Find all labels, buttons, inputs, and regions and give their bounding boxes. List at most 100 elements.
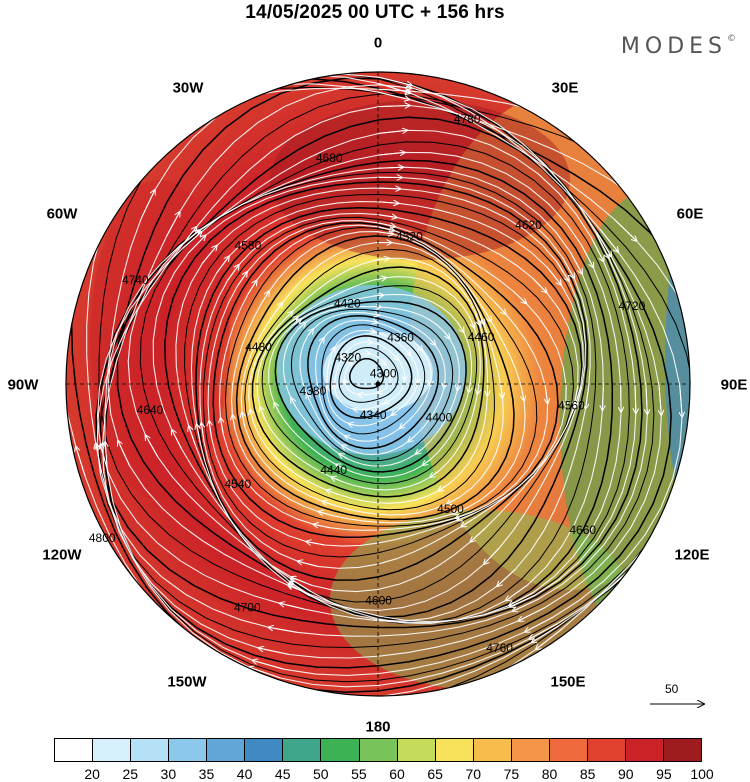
streamline-arrow <box>375 258 389 260</box>
height-contour <box>321 324 426 435</box>
colorbar-tick-label: 90 <box>617 766 634 782</box>
contour-label: 4720 <box>619 299 646 313</box>
streamline-arrow <box>253 660 284 670</box>
contour-label: 4300 <box>370 367 397 381</box>
colorbar <box>54 738 702 762</box>
streamline-arrow <box>280 603 305 610</box>
colorbar-cell <box>435 739 474 761</box>
streamline-arrow <box>536 628 563 649</box>
streamline-arrow <box>339 454 348 458</box>
lon-label-90e: 90E <box>720 376 748 394</box>
streamline-arrow <box>374 278 385 280</box>
contour-label: 4760 <box>486 641 513 655</box>
streamline-arrow <box>260 291 269 305</box>
streamline-arrow <box>283 312 292 321</box>
streamline-arrow <box>189 426 196 446</box>
streamline-arrow <box>519 607 546 621</box>
height-contour <box>307 314 440 450</box>
height-contour <box>290 308 454 462</box>
streamline-arrow <box>478 383 480 394</box>
colorbar-cell <box>587 739 626 761</box>
streamline-arrow <box>291 398 295 407</box>
streamline-arrow <box>269 627 297 633</box>
streamline-arrow <box>478 311 484 324</box>
streamline-arrow <box>274 403 280 413</box>
streamline-arrow <box>378 202 398 204</box>
streamline-arrow <box>384 363 385 365</box>
streamline-arrow <box>354 409 358 410</box>
contour-label: 4500 <box>437 502 464 516</box>
streamline-arrow <box>220 418 223 435</box>
streamline-arrow <box>180 227 197 248</box>
colorbar-tick-label: 30 <box>160 766 177 782</box>
streamline-arrow <box>556 261 569 281</box>
colorbar-cell <box>283 739 322 761</box>
streamline-arrow <box>461 516 477 526</box>
streamline-arrow <box>408 437 415 442</box>
streamline-arrow <box>513 598 539 611</box>
colorbar-cell <box>55 739 94 761</box>
contour-label: 4800 <box>89 531 116 545</box>
colorbar-tick-label: 20 <box>84 766 100 782</box>
contour-label: 4400 <box>426 410 453 424</box>
streamline-arrow <box>659 386 661 415</box>
streamline-arrow <box>497 568 516 586</box>
colorbar-tick-label: 75 <box>503 766 520 782</box>
contour-label: 4660 <box>569 523 596 537</box>
height-contour <box>261 285 478 485</box>
colorbar-tick-label: 40 <box>236 766 253 782</box>
lon-label-120w: 120W <box>42 546 82 564</box>
streamline-arrow <box>227 265 239 281</box>
streamline-arrow <box>379 130 407 134</box>
streamline-arrow <box>483 309 491 322</box>
colorbar-tick-label: 80 <box>541 766 558 782</box>
contour-label: 4600 <box>365 593 392 607</box>
streamline-arrow <box>216 256 229 274</box>
streamline-arrow <box>530 623 558 639</box>
colorbar-tick-label: 95 <box>656 766 672 782</box>
height-contour <box>349 357 385 390</box>
colorbar-ticks: 20 25 30 35 40 45 50 55 60 65 70 75 80 85 90 95 100 <box>54 766 713 782</box>
streamline-arrow <box>96 443 103 473</box>
geopotential-contours <box>66 73 690 696</box>
contour-label: 4380 <box>300 384 327 398</box>
contour-label: 4520 <box>396 229 423 243</box>
streamline-arrow <box>188 236 205 254</box>
streamline-arrow <box>439 482 450 490</box>
height-contour <box>235 235 515 521</box>
streamline-arrow <box>547 267 561 285</box>
lon-label-60e: 60E <box>676 205 704 223</box>
streamline-arrow <box>342 445 349 449</box>
streamline-arrow <box>417 378 418 383</box>
streamline-arrow <box>457 381 459 390</box>
streamline-arrow <box>166 212 179 237</box>
contour-label: 4560 <box>558 398 585 412</box>
colorbar-cell <box>131 739 170 761</box>
height-contour <box>164 181 589 618</box>
streamline-arrow <box>532 277 546 292</box>
streamline-arrow <box>443 331 450 338</box>
streamline-arrow <box>249 667 281 679</box>
contour-label: 4680 <box>316 151 343 165</box>
streamline-arrow <box>370 321 377 322</box>
height-contour <box>184 193 586 603</box>
streamline-arrow <box>318 390 319 395</box>
streamline-arrow <box>501 384 503 398</box>
streamline-arrow <box>468 316 474 328</box>
contour-label: 4360 <box>387 330 414 344</box>
streamline-arrow <box>76 447 86 477</box>
streamline-arrow <box>430 469 440 477</box>
streamline-arrow <box>457 513 474 521</box>
streamline-arrow <box>532 625 560 643</box>
contour-label: 4780 <box>454 112 481 126</box>
contour-label: 4440 <box>320 463 347 477</box>
streamline-arrow <box>331 477 342 482</box>
colorbar-cell <box>245 739 284 761</box>
streamline-arrow <box>140 190 154 219</box>
streamline-arrow <box>308 329 313 336</box>
height-contour <box>329 335 413 419</box>
streamline-arrow <box>416 447 424 453</box>
streamline-arrow <box>103 443 104 473</box>
colorbar-tick-label: 50 <box>313 766 329 782</box>
streamline-arrow <box>260 407 265 419</box>
